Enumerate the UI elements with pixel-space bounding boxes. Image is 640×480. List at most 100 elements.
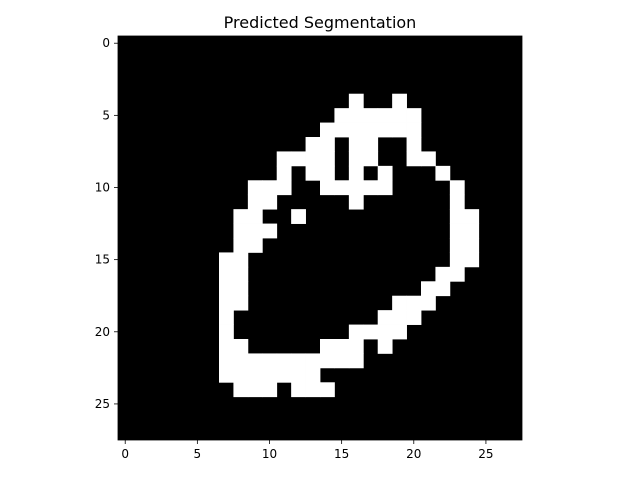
- x-tick-label: 10: [262, 447, 277, 461]
- heatmap-cell: [435, 165, 451, 181]
- heatmap-cell: [233, 382, 249, 398]
- heatmap-cell: [247, 382, 263, 398]
- heatmap-cell: [392, 295, 407, 311]
- heatmap-cell: [291, 151, 306, 167]
- heatmap-cell: [320, 180, 335, 196]
- heatmap-cell: [421, 151, 436, 167]
- x-tick-label: 5: [194, 447, 202, 461]
- heatmap-cell: [449, 266, 465, 282]
- heatmap-cell: [233, 266, 249, 282]
- heatmap-cell: [305, 165, 321, 181]
- heatmap-cell: [406, 108, 422, 123]
- x-tick-label: 25: [478, 447, 493, 461]
- heatmap-cell: [219, 367, 234, 383]
- heatmap-cell: [421, 295, 436, 311]
- heatmap-cell: [276, 367, 292, 383]
- y-tick-label: 20: [95, 325, 110, 339]
- heatmap-cell: [406, 122, 422, 138]
- heatmap-cell: [247, 367, 263, 383]
- heatmap-cell: [233, 367, 249, 383]
- heatmap-cell: [262, 353, 278, 369]
- heatmap-cell: [348, 194, 364, 210]
- heatmap-cell: [262, 367, 278, 383]
- heatmap-cell: [377, 165, 393, 181]
- heatmap-cell: [276, 151, 292, 167]
- heatmap-cell: [320, 165, 335, 181]
- heatmap-cell: [363, 180, 379, 196]
- heatmap-cell: [233, 339, 249, 354]
- heatmap-cell: [276, 353, 292, 369]
- heatmap-cell: [305, 382, 321, 398]
- heatmap-cell: [449, 238, 465, 253]
- heatmap-cell: [348, 339, 364, 354]
- heatmap-cell: [247, 194, 263, 210]
- heatmap-cell: [435, 266, 451, 282]
- heatmap-cell: [291, 209, 306, 224]
- heatmap-cell: [348, 165, 364, 181]
- heatmap-cell: [348, 151, 364, 167]
- heatmap-cell: [233, 209, 249, 224]
- heatmap-cell: [363, 324, 379, 340]
- heatmap-cell: [233, 281, 249, 297]
- heatmap-cell: [291, 382, 306, 398]
- heatmap-cell: [320, 137, 335, 152]
- heatmap-cell: [247, 180, 263, 196]
- heatmap-cell: [219, 281, 234, 297]
- heatmap-cell: [320, 339, 335, 354]
- heatmap-cell: [363, 137, 379, 152]
- x-tick-label: 0: [121, 447, 129, 461]
- heatmap-cell: [233, 353, 249, 369]
- heatmap-cell: [219, 353, 234, 369]
- heatmap-cell: [363, 108, 379, 123]
- heatmap-cell: [449, 209, 465, 224]
- heatmap-cell: [320, 353, 335, 369]
- y-tick-label: 5: [102, 108, 110, 122]
- heatmap-cell: [305, 151, 321, 167]
- heatmap-cell: [348, 353, 364, 369]
- heatmap-cell: [406, 137, 422, 152]
- heatmap-cell: [464, 238, 480, 253]
- heatmap-cell: [392, 93, 407, 109]
- plot-area: [118, 36, 522, 440]
- heatmap-cell: [334, 353, 350, 369]
- heatmap-cell: [348, 93, 364, 109]
- x-tick-label: 15: [334, 447, 349, 461]
- heatmap-cell: [233, 295, 249, 311]
- heatmap-cell: [377, 108, 393, 123]
- heatmap-cell: [320, 151, 335, 167]
- y-tick-label: 25: [95, 397, 110, 411]
- heatmap-cell: [464, 252, 480, 268]
- heatmap-cell: [219, 252, 234, 268]
- heatmap-cell: [320, 122, 335, 138]
- heatmap-cell: [233, 252, 249, 268]
- heatmap-cell: [247, 238, 263, 253]
- heatmap-cell: [334, 122, 350, 138]
- heatmap-cell: [449, 223, 465, 239]
- heatmap-cell: [219, 295, 234, 311]
- heatmap-cell: [348, 324, 364, 340]
- heatmap-cell: [233, 223, 249, 239]
- axes-frame: [117, 35, 523, 441]
- heatmap-cell: [247, 209, 263, 224]
- heatmap-cell: [392, 310, 407, 325]
- heatmap-cell: [435, 281, 451, 297]
- heatmap-cell: [320, 382, 335, 398]
- heatmap-cell: [334, 339, 350, 354]
- heatmap-cell: [377, 180, 393, 196]
- heatmap-cell: [219, 266, 234, 282]
- heatmap-cell: [305, 137, 321, 152]
- heatmap-cell: [348, 137, 364, 152]
- heatmap-cell: [305, 353, 321, 369]
- heatmap-cell: [262, 194, 278, 210]
- heatmap-cell: [348, 122, 364, 138]
- heatmap-cell: [291, 367, 306, 383]
- heatmap-cell: [464, 209, 480, 224]
- heatmap-cell: [377, 324, 393, 340]
- heatmap-cell: [449, 252, 465, 268]
- heatmap-cell: [262, 223, 278, 239]
- y-tick-label: 0: [102, 36, 110, 50]
- heatmap-cell: [377, 122, 393, 138]
- heatmap-cell: [363, 151, 379, 167]
- heatmap-cell: [219, 339, 234, 354]
